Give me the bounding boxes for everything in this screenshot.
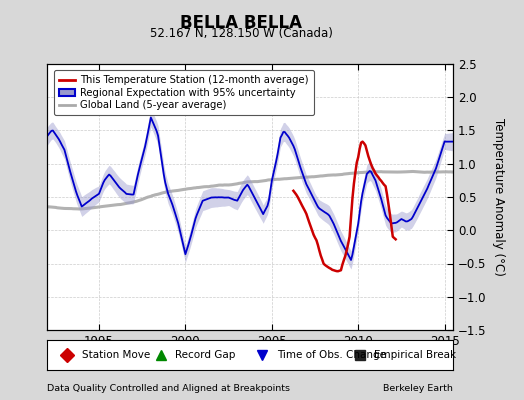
Text: Record Gap: Record Gap (175, 350, 235, 360)
Text: Empirical Break: Empirical Break (374, 350, 456, 360)
Y-axis label: Temperature Anomaly (°C): Temperature Anomaly (°C) (492, 118, 505, 276)
Text: Berkeley Earth: Berkeley Earth (384, 384, 453, 393)
Text: 52.167 N, 128.150 W (Canada): 52.167 N, 128.150 W (Canada) (150, 27, 332, 40)
Text: Data Quality Controlled and Aligned at Breakpoints: Data Quality Controlled and Aligned at B… (47, 384, 290, 393)
Text: Station Move: Station Move (82, 350, 150, 360)
Text: Time of Obs. Change: Time of Obs. Change (277, 350, 386, 360)
Text: BELLA BELLA: BELLA BELLA (180, 14, 302, 32)
Legend: This Temperature Station (12-month average), Regional Expectation with 95% uncer: This Temperature Station (12-month avera… (54, 70, 314, 115)
